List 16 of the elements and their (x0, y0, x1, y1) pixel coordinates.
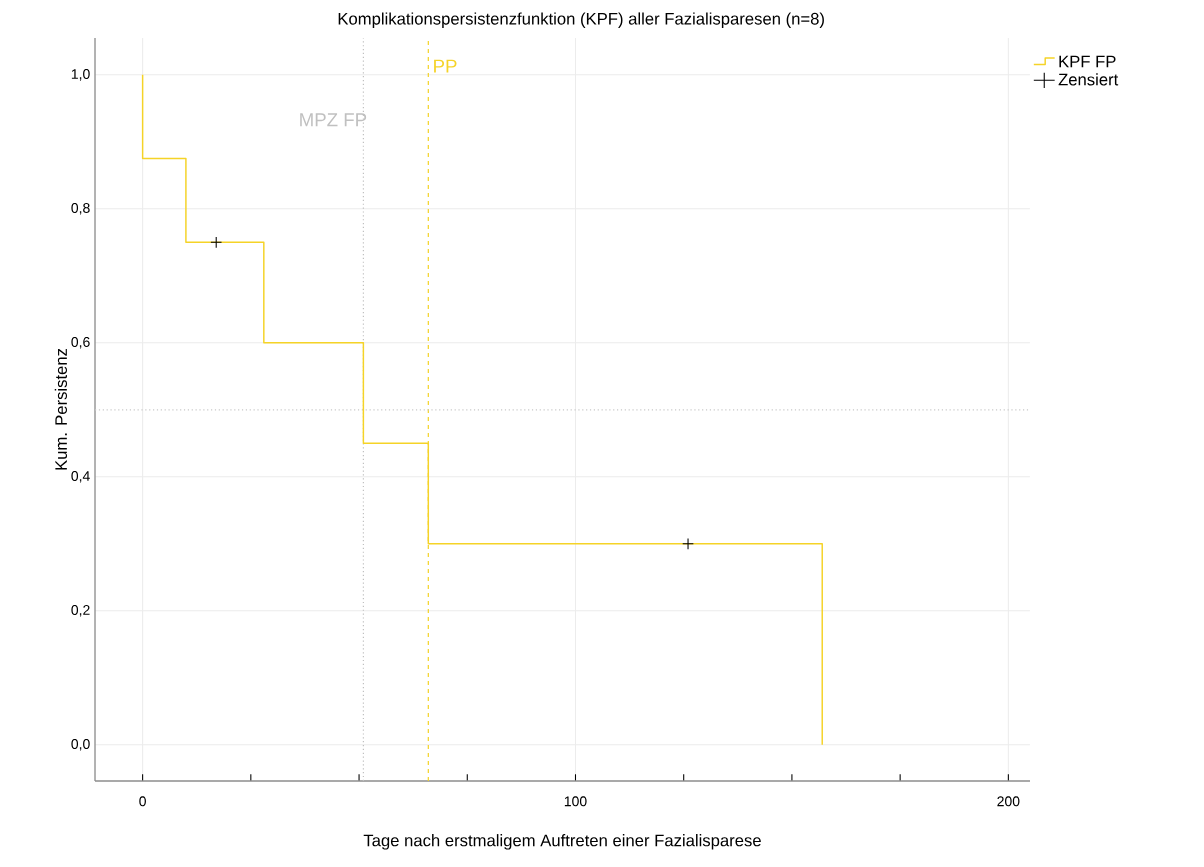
x-axis-title: Tage nach erstmaligem Auftreten einer Fazialisparese (363, 834, 761, 850)
legend-label: Zensiert (1058, 73, 1119, 86)
y-tick-label: 0,4 (71, 471, 90, 483)
ref-line-label: PP (434, 59, 457, 73)
y-tick-label: 0,2 (71, 605, 90, 617)
chart-title: Komplikationspersistenzfunktion (KPF) aller Fazialisparesen (n=8) (338, 12, 824, 28)
y-axis-title: Kum. Persistenz (54, 348, 68, 470)
x-tick-label: 200 (997, 796, 1020, 807)
x-tick-label: 0 (139, 796, 146, 807)
legend-label: KPF FP (1059, 55, 1116, 68)
y-tick-label: 1,0 (71, 69, 90, 81)
y-tick-label: 0,0 (71, 739, 90, 751)
ref-line-label: MPZ FP (300, 113, 367, 127)
y-tick-label: 0,6 (71, 337, 90, 349)
y-tick-label: 0,8 (71, 203, 90, 215)
x-tick-label: 100 (564, 796, 587, 807)
